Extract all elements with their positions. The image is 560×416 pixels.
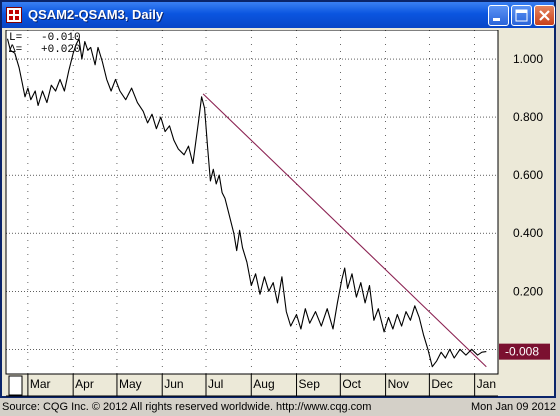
chart: 0.200 0.400 0.600 0.800 1.000 Mar Apr May Jun Ju… [5, 30, 550, 397]
readout-delta-label: Δ= [9, 44, 22, 56]
x-tick-label: Mar [30, 377, 51, 391]
minimize-icon [493, 18, 500, 21]
readout-delta-value: +0.020 [41, 44, 81, 56]
scroll-corner-box[interactable] [8, 375, 23, 396]
window-title: QSAM2-QSAM3, Daily [28, 7, 164, 22]
y-tick-label: 0.400 [513, 226, 543, 240]
x-tick-label: Dec [431, 377, 452, 391]
x-tick-label: Sep [299, 377, 321, 391]
y-tick-label: 0.600 [513, 168, 543, 182]
x-tick-label: Nov [388, 377, 409, 391]
x-tick-label: Jun [164, 377, 183, 391]
x-tick-label: Jul [208, 377, 223, 391]
series [6, 38, 487, 368]
close-icon [539, 10, 550, 21]
y-tick-label: 1.000 [513, 52, 543, 66]
trendline-segment [202, 93, 487, 368]
trendline [202, 93, 487, 368]
readout-l-value: -0.010 [41, 32, 81, 44]
chart-app-icon [6, 7, 22, 23]
grid [5, 30, 499, 375]
footer: Source: CQG Inc. © 2012 All rights reser… [0, 399, 560, 416]
y-axis: 0.200 0.400 0.600 0.800 1.000 [513, 52, 543, 298]
x-tick-label: Apr [75, 377, 94, 391]
y-tick-label: 0.800 [513, 110, 543, 124]
series-line [6, 38, 487, 368]
title-bar[interactable]: QSAM2-QSAM3, Daily [2, 2, 555, 28]
x-tick-label: Jan [477, 377, 496, 391]
x-tick-label: May [119, 377, 142, 391]
x-axis: Mar Apr May Jun Jul Aug Sep Oct Nov Dec Jan [6, 374, 498, 397]
minimize-button[interactable] [488, 5, 509, 26]
last-value-text: -0.008 [505, 345, 539, 359]
plot-background [6, 30, 498, 374]
y-tick-label: 0.200 [513, 284, 543, 298]
footer-date: Mon Jan 09 2012 [470, 401, 556, 413]
readout: L= -0.010 Δ= +0.020 [9, 32, 81, 56]
maximize-button[interactable] [511, 5, 532, 26]
footer-source: Source: CQG Inc. © 2012 All rights reser… [2, 401, 372, 413]
last-value-badge-box [499, 343, 550, 360]
maximize-icon [515, 9, 528, 22]
x-tick-label: Aug [253, 377, 274, 391]
chart-window: QSAM2-QSAM3, Daily 0.200 0.400 0.600 0.800 1… [0, 0, 556, 398]
plot-frame [5, 30, 499, 375]
x-tick-label: Oct [342, 377, 361, 391]
readout-l-label: L= [9, 32, 22, 44]
close-button[interactable] [534, 5, 555, 26]
last-value-badge: -0.008 [499, 343, 550, 360]
